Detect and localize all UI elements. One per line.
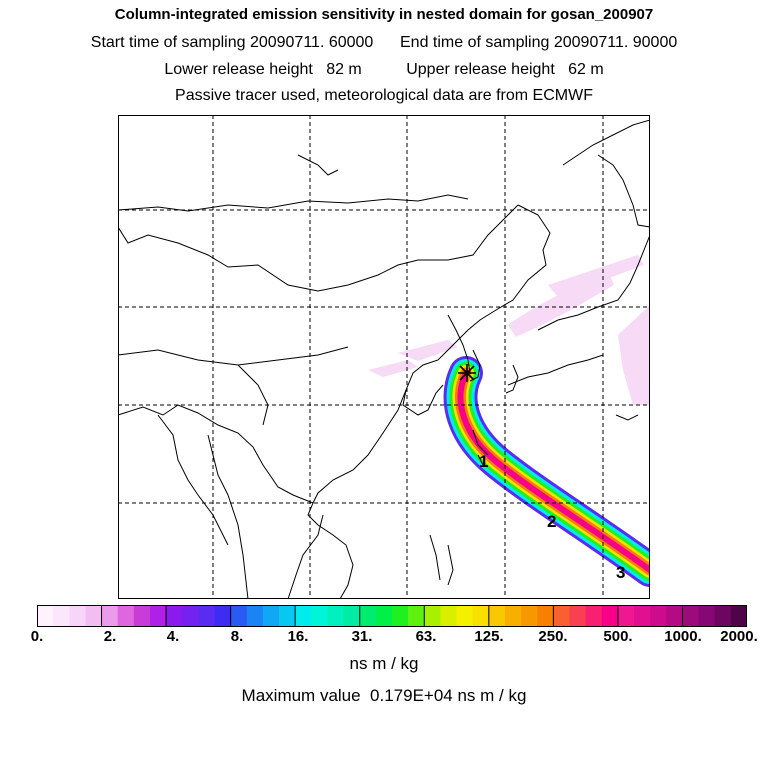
sampling-end: End time of sampling 20090711. 90000	[400, 34, 678, 51]
colorbar	[37, 605, 747, 627]
colorbar-cell	[504, 605, 522, 627]
sampling-times: Start time of sampling 20090711. 60000 E…	[0, 34, 768, 52]
colorbar-tick: 125.	[474, 628, 504, 645]
colorbar-cell	[149, 605, 167, 627]
colorbar-cell	[343, 605, 361, 627]
colorbar-cell	[585, 605, 603, 627]
colorbar-cell	[666, 605, 684, 627]
release-heights: Lower release height 82 m Upper release …	[0, 61, 768, 79]
colorbar-cell	[601, 605, 619, 627]
colorbar-cell	[634, 605, 651, 627]
colorbar-cell	[537, 605, 554, 627]
colorbar-cell	[488, 605, 506, 627]
colorbar-cell	[682, 605, 700, 627]
colorbar-cell	[327, 605, 345, 627]
release-upper: Upper release height 62 m	[406, 61, 604, 78]
coastlines	[118, 119, 650, 599]
colorbar-cell	[198, 605, 216, 627]
colorbar-tick: 1000.	[664, 628, 702, 645]
colorbar-cell	[246, 605, 264, 627]
sensitivity-plume	[443, 356, 650, 587]
colorbar-cell	[230, 605, 248, 627]
colorbar-cell	[359, 605, 377, 627]
colorbar-cell	[440, 605, 458, 627]
colorbar-cell	[408, 605, 425, 627]
colorbar-cell	[85, 605, 103, 627]
colorbar-tick: 31.	[351, 628, 373, 645]
colorbar-cell	[424, 605, 442, 627]
colorbar-tick: 4.	[166, 628, 180, 645]
colorbar-cell	[311, 605, 329, 627]
colorbar-cell	[650, 605, 667, 627]
colorbar-cell	[392, 605, 409, 627]
colorbar-cell	[37, 605, 54, 627]
colorbar-tick: 16.	[287, 628, 309, 645]
colorbar-cell	[166, 605, 183, 627]
map-panel: 1 2 3	[118, 115, 650, 599]
colorbar-cell	[101, 605, 119, 627]
colorbar-ticks: 0. 2. 4. 8. 16. 31. 63. 125. 250. 500. 1…	[0, 628, 768, 650]
map-frame	[118, 115, 650, 599]
colorbar-cell	[133, 605, 151, 627]
colorbar-tick: 500.	[603, 628, 633, 645]
graticule	[118, 115, 650, 599]
day-marker-3: 3	[616, 563, 625, 582]
max-value: Maximum value 0.179E+04 ns m / kg	[241, 686, 527, 705]
day-marker-2: 2	[547, 512, 556, 531]
colorbar-cell	[117, 605, 135, 627]
colorbar-tick: 8.	[230, 628, 244, 645]
colorbar-cell	[375, 605, 393, 627]
colorbar-cell	[456, 605, 474, 627]
colorbar-cell	[553, 605, 571, 627]
plot-title: Column-integrated emission sensitivity i…	[114, 6, 654, 23]
colorbar-cell	[521, 605, 538, 627]
sensitivity-faint-patches	[368, 255, 650, 405]
colorbar-tick: 0.	[30, 628, 44, 645]
colorbar-cell	[295, 605, 312, 627]
colorbar-cell	[53, 605, 70, 627]
colorbar-cell	[262, 605, 280, 627]
colorbar-tick: 2.	[103, 628, 117, 645]
colorbar-cell	[569, 605, 587, 627]
colorbar-cell	[698, 605, 716, 627]
colorbar-units: ns m / kg	[349, 654, 419, 673]
colorbar-cell	[617, 605, 635, 627]
release-lower: Lower release height 82 m	[164, 61, 362, 78]
colorbar-cell	[182, 605, 199, 627]
colorbar-tick: 250.	[538, 628, 568, 645]
sampling-start: Start time of sampling 20090711. 60000	[90, 34, 374, 51]
tracer-note: Passive tracer used, meteorological data…	[175, 87, 593, 104]
colorbar-cell	[69, 605, 87, 627]
receptor-marker	[458, 364, 476, 382]
day-marker-1: 1	[479, 452, 488, 471]
colorbar-cell	[472, 605, 490, 627]
colorbar-cell	[279, 605, 296, 627]
colorbar-cell	[714, 605, 732, 627]
colorbar-cell	[214, 605, 232, 627]
colorbar-tick: 63.	[415, 628, 437, 645]
colorbar-tick: 2000.	[720, 628, 758, 645]
colorbar-cell	[730, 605, 747, 627]
